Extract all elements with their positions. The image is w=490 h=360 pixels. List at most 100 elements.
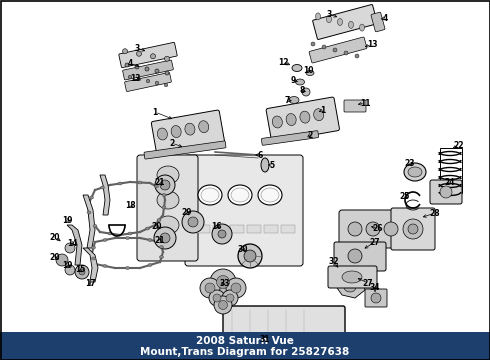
Text: 9: 9 — [291, 76, 295, 85]
Text: 23: 23 — [405, 158, 415, 167]
Text: 10: 10 — [303, 66, 313, 75]
Text: 15: 15 — [75, 266, 85, 274]
Ellipse shape — [103, 239, 107, 242]
Text: 2008 Saturn Vue: 2008 Saturn Vue — [196, 336, 294, 346]
Ellipse shape — [79, 269, 85, 275]
FancyBboxPatch shape — [266, 97, 340, 142]
Ellipse shape — [154, 227, 176, 249]
Ellipse shape — [198, 121, 209, 133]
Bar — [281, 225, 295, 233]
Ellipse shape — [201, 188, 219, 202]
Ellipse shape — [188, 217, 198, 227]
Ellipse shape — [157, 128, 168, 140]
FancyBboxPatch shape — [344, 100, 366, 112]
Ellipse shape — [344, 51, 348, 55]
Ellipse shape — [289, 96, 299, 104]
Ellipse shape — [316, 13, 320, 20]
Ellipse shape — [146, 227, 149, 230]
Ellipse shape — [125, 63, 129, 67]
Ellipse shape — [165, 56, 170, 61]
Text: 16: 16 — [211, 221, 221, 230]
Ellipse shape — [355, 54, 359, 58]
Text: 29: 29 — [182, 207, 192, 216]
Polygon shape — [83, 195, 95, 248]
Ellipse shape — [108, 232, 112, 235]
Ellipse shape — [209, 290, 225, 306]
Text: 2: 2 — [170, 139, 174, 148]
Ellipse shape — [403, 219, 423, 239]
FancyBboxPatch shape — [122, 60, 173, 80]
Text: 14: 14 — [67, 239, 77, 248]
Ellipse shape — [165, 71, 169, 75]
Ellipse shape — [244, 250, 256, 262]
Ellipse shape — [162, 194, 166, 197]
Text: 3: 3 — [134, 44, 140, 53]
Text: 19: 19 — [62, 216, 72, 225]
Ellipse shape — [213, 294, 221, 302]
Ellipse shape — [404, 163, 426, 181]
Text: 17: 17 — [85, 279, 96, 288]
Text: Mount,Trans Diagram for 25827638: Mount,Trans Diagram for 25827638 — [140, 347, 350, 357]
Text: 26: 26 — [373, 224, 383, 233]
Ellipse shape — [182, 211, 204, 233]
Text: 24: 24 — [445, 177, 455, 186]
Text: 3: 3 — [326, 9, 332, 18]
Text: 5: 5 — [270, 161, 274, 170]
Text: 20: 20 — [152, 221, 162, 230]
FancyBboxPatch shape — [430, 180, 462, 204]
Polygon shape — [67, 225, 82, 265]
Ellipse shape — [338, 18, 343, 26]
Ellipse shape — [272, 116, 282, 128]
Ellipse shape — [228, 185, 252, 205]
Text: 34: 34 — [370, 284, 380, 292]
Ellipse shape — [137, 51, 142, 56]
Ellipse shape — [218, 230, 226, 238]
Ellipse shape — [342, 271, 362, 283]
Ellipse shape — [145, 67, 149, 71]
Ellipse shape — [65, 265, 75, 275]
Ellipse shape — [128, 75, 132, 79]
Ellipse shape — [212, 224, 232, 244]
Ellipse shape — [300, 111, 310, 123]
Ellipse shape — [87, 211, 91, 214]
Ellipse shape — [100, 186, 104, 189]
Ellipse shape — [295, 79, 304, 85]
Ellipse shape — [160, 180, 170, 190]
Ellipse shape — [155, 81, 159, 85]
Ellipse shape — [261, 188, 279, 202]
Polygon shape — [100, 175, 110, 215]
FancyBboxPatch shape — [371, 12, 385, 32]
Ellipse shape — [366, 222, 380, 236]
Ellipse shape — [138, 181, 142, 184]
FancyBboxPatch shape — [309, 37, 367, 63]
Text: 7: 7 — [284, 95, 290, 104]
Ellipse shape — [92, 257, 96, 260]
Text: 27: 27 — [363, 279, 373, 288]
Ellipse shape — [155, 69, 159, 73]
Ellipse shape — [314, 109, 324, 121]
Ellipse shape — [306, 71, 314, 76]
Ellipse shape — [103, 265, 107, 267]
Text: 27: 27 — [369, 238, 380, 247]
Ellipse shape — [214, 296, 232, 314]
Ellipse shape — [408, 224, 418, 234]
Ellipse shape — [155, 175, 175, 195]
Ellipse shape — [154, 185, 158, 188]
Bar — [213, 225, 227, 233]
Ellipse shape — [226, 294, 234, 302]
Ellipse shape — [160, 246, 164, 248]
FancyBboxPatch shape — [137, 155, 198, 261]
FancyBboxPatch shape — [119, 42, 177, 68]
Ellipse shape — [217, 275, 229, 288]
Polygon shape — [335, 275, 365, 298]
Ellipse shape — [135, 65, 139, 69]
Text: 4: 4 — [127, 59, 133, 68]
Ellipse shape — [226, 278, 246, 298]
FancyBboxPatch shape — [261, 131, 318, 145]
Ellipse shape — [440, 186, 452, 198]
Ellipse shape — [148, 264, 152, 266]
Ellipse shape — [210, 269, 236, 295]
Ellipse shape — [238, 244, 262, 268]
Ellipse shape — [371, 293, 381, 303]
Bar — [247, 225, 261, 233]
